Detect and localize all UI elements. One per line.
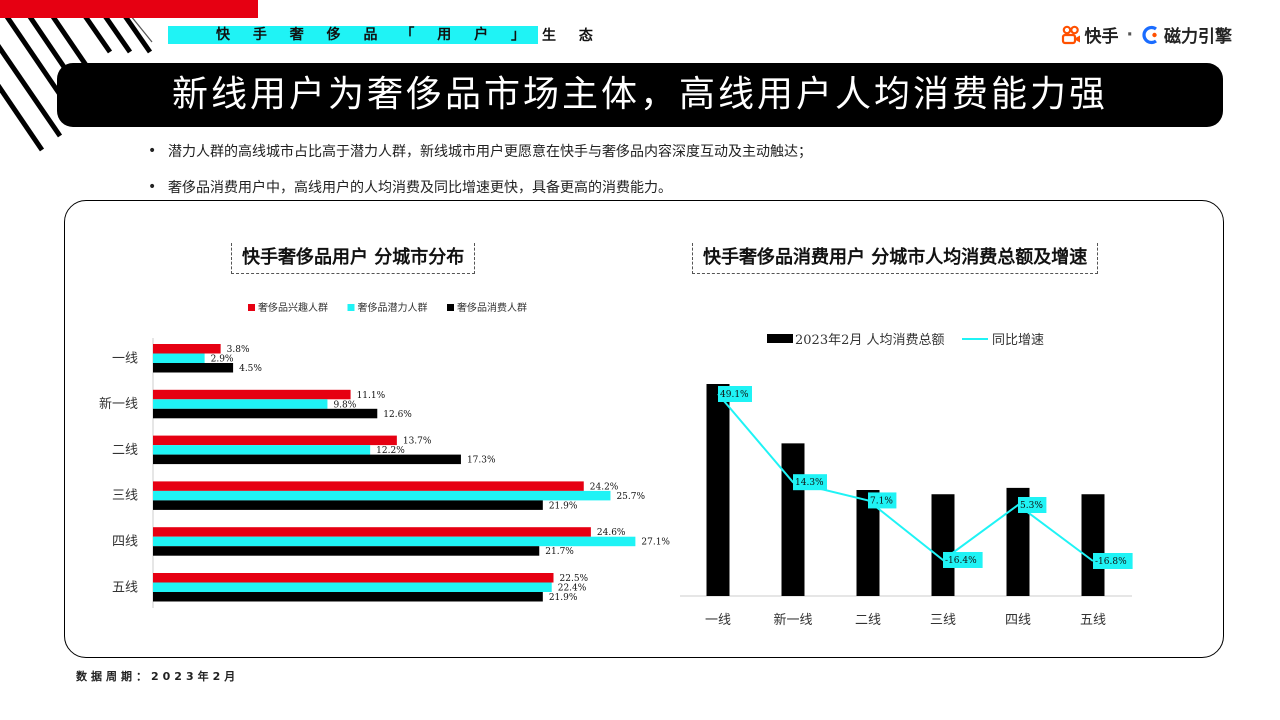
- growth-data-label: 5.3%: [1020, 501, 1043, 511]
- right-chart-title: 快手奢侈品消费用户 分城市人均消费总额及增速: [692, 243, 1099, 274]
- growth-label-box: [718, 386, 752, 402]
- spend-bar: [1006, 487, 1030, 596]
- category-label: 四线: [112, 534, 138, 549]
- bar-data-label: 12.6%: [383, 410, 412, 420]
- bar-data-label: 4.5%: [239, 364, 262, 374]
- bar-2: [153, 445, 371, 455]
- bullet-text: 潜力人群的高线城市占比高于潜力人群，新线城市用户更愿意在快手与奢侈品内容深度互动…: [168, 144, 812, 160]
- bar-data-label: 21.7%: [545, 547, 574, 557]
- top-red-accent-bar: [0, 0, 258, 18]
- category-label: 三线: [930, 613, 956, 628]
- bar-1: [153, 389, 351, 400]
- bar-1: [153, 481, 584, 491]
- bar-data-label: 13.7%: [403, 437, 432, 447]
- bar-data-label: 2.9%: [211, 355, 234, 365]
- legend-label-bar: 2023年2月 人均消费总额: [795, 333, 945, 348]
- legend-label-3: 奢侈品消费人群: [457, 301, 527, 314]
- bar-data-label: 17.3%: [467, 456, 496, 466]
- section-tag-highlight: 快 手 奢 侈 品 「 用 户 」: [168, 26, 538, 44]
- brand-kuaishou-text: 快手: [1084, 27, 1119, 47]
- brand-separator: ·: [1126, 24, 1133, 45]
- bar-3: [153, 592, 543, 602]
- legend-label-1: 奢侈品兴趣人群: [258, 301, 328, 314]
- bar-2: [153, 582, 552, 592]
- section-tag: 快 手 奢 侈 品 「 用 户 」 生 态: [168, 26, 602, 44]
- bar-data-label: 9.8%: [333, 400, 356, 410]
- spend-bar: [856, 490, 880, 596]
- spend-bar: [781, 443, 805, 596]
- bullet-item: • 潜力人群的高线城市占比高于潜力人群，新线城市用户更愿意在快手与奢侈品内容深度…: [148, 140, 812, 162]
- spend-bar: [931, 494, 955, 596]
- growth-line: [717, 393, 1094, 562]
- bar-1: [153, 435, 397, 446]
- bullet-dot-icon: •: [148, 179, 157, 195]
- category-label: 二线: [855, 613, 881, 628]
- spend-bar: [706, 384, 730, 596]
- legend-swatch-3: [447, 304, 454, 311]
- bar-data-label: 24.2%: [590, 482, 619, 492]
- growth-label-box: [1018, 496, 1047, 513]
- growth-label-box: [793, 474, 827, 491]
- growth-data-label: 49.1%: [720, 390, 749, 400]
- bar-data-label: 21.9%: [549, 501, 578, 511]
- category-label: 三线: [112, 489, 138, 504]
- bar-3: [153, 408, 378, 419]
- growth-label-box: [868, 492, 897, 509]
- bar-3: [153, 363, 234, 373]
- bar-data-label: 24.6%: [597, 528, 626, 538]
- bar-3: [153, 454, 461, 465]
- bar-data-label: 3.8%: [227, 345, 250, 355]
- bar-data-label: 27.1%: [641, 538, 670, 548]
- bar-data-label: 22.4%: [558, 584, 587, 594]
- left-chart-title: 快手奢侈品用户 分城市分布: [231, 243, 476, 274]
- bar-3: [153, 546, 540, 556]
- bar-data-label: 12.2%: [376, 446, 405, 456]
- bullet-text: 奢侈品消费用户中，高线用户的人均消费及同比增速更快，具备更高的消费能力。: [168, 180, 672, 196]
- growth-data-label: 7.1%: [870, 496, 893, 506]
- bullet-item: • 奢侈品消费用户中，高线用户的人均消费及同比增速更快，具备更高的消费能力。: [148, 176, 812, 198]
- growth-label-box: [943, 551, 983, 568]
- growth-data-label: -16.4%: [945, 556, 977, 566]
- kuaishou-logo-icon: [1061, 25, 1080, 44]
- category-label: 一线: [112, 351, 138, 366]
- bar-1: [153, 344, 221, 354]
- bar-2: [153, 399, 328, 409]
- bar-3: [153, 500, 543, 510]
- category-label: 二线: [112, 443, 138, 458]
- bar-1: [153, 573, 554, 583]
- legend-swatch-bar: [767, 334, 793, 343]
- category-label: 一线: [705, 613, 731, 628]
- legend-swatch-2: [347, 304, 355, 311]
- bar-2: [153, 353, 205, 363]
- section-tag-rest: 生 态: [542, 28, 602, 44]
- summary-bullets: • 潜力人群的高线城市占比高于潜力人群，新线城市用户更愿意在快手与奢侈品内容深度…: [148, 140, 812, 212]
- page-title: 新线用户为奢侈品市场主体，高线用户人均消费能力强: [57, 63, 1223, 127]
- category-label: 新一线: [99, 396, 138, 412]
- spend-bar: [1081, 494, 1105, 596]
- bullet-dot-icon: •: [148, 143, 157, 159]
- legend-label-line: 同比增速: [992, 333, 1044, 348]
- growth-data-label: -16.8%: [1095, 557, 1127, 567]
- growth-data-label: 14.3%: [795, 478, 824, 488]
- bar-2: [153, 490, 611, 501]
- legend-label-2: 奢侈品潜力人群: [358, 301, 428, 314]
- legend-swatch-1: [248, 304, 255, 311]
- category-label: 四线: [1005, 613, 1031, 628]
- brand-logo: 快手 · 磁力引擎: [1061, 22, 1232, 47]
- category-label: 五线: [112, 580, 138, 595]
- category-label: 新一线: [773, 612, 812, 628]
- footer-data-period: 数据周期：2023年2月: [76, 670, 240, 683]
- bar-1: [153, 527, 591, 537]
- category-label: 五线: [1080, 613, 1106, 628]
- growth-label-box: [1093, 553, 1133, 569]
- cili-engine-logo-icon: [1142, 25, 1157, 44]
- bar-2: [153, 536, 636, 547]
- bar-data-label: 25.7%: [616, 492, 645, 502]
- bar-data-label: 22.5%: [560, 574, 589, 584]
- bar-data-label: 21.9%: [549, 593, 578, 603]
- brand-cili-text: 磁力引擎: [1164, 27, 1232, 47]
- bar-data-label: 11.1%: [357, 391, 386, 401]
